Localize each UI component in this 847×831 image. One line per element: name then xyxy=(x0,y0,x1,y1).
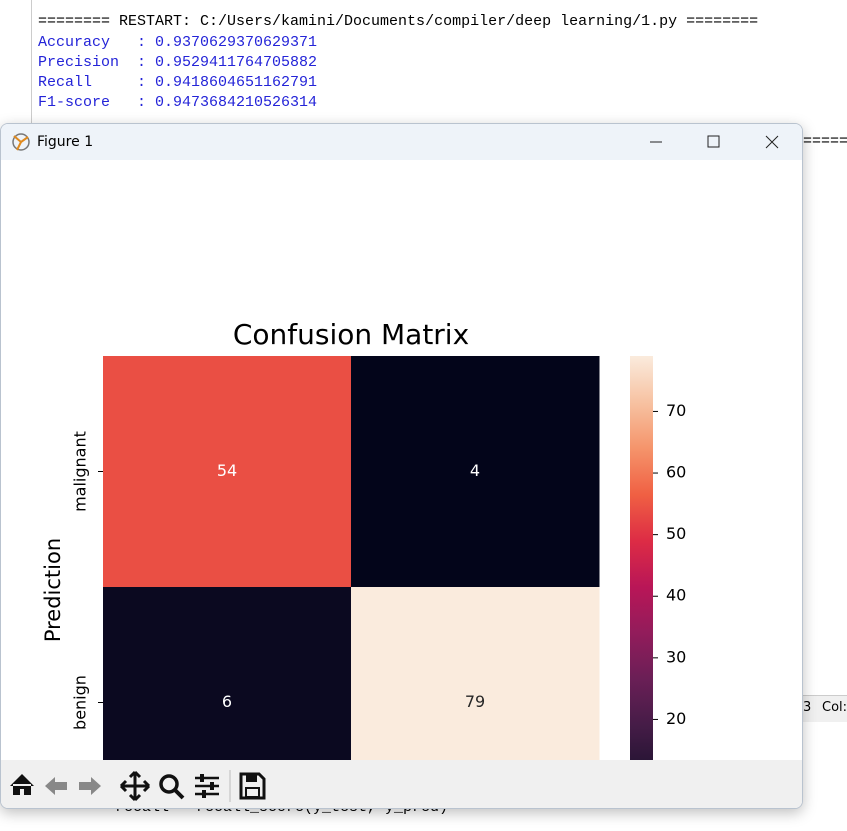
side-text: ===== xyxy=(803,133,847,150)
zoom-button[interactable] xyxy=(159,774,179,794)
forward-button[interactable] xyxy=(79,777,101,795)
figure-window: Figure 1 Confusion Matrix 54 4 6 79 malignant… xyxy=(0,123,803,809)
heatmap-cell xyxy=(351,356,600,588)
toolbar xyxy=(1,760,802,808)
chart-title: Confusion Matrix xyxy=(233,318,469,351)
cell-label: 54 xyxy=(217,461,237,480)
configure-button[interactable] xyxy=(195,776,219,796)
output-line: Accuracy : 0.9370629370629371 xyxy=(38,34,318,51)
heatmap-cell xyxy=(103,356,352,588)
status-col: Col: xyxy=(822,700,847,715)
restart-line: ======== RESTART: C:/Users/kamini/Docume… xyxy=(38,13,759,30)
toolbar-icons xyxy=(10,770,266,802)
window-title: Figure 1 xyxy=(37,134,94,150)
close-button[interactable] xyxy=(765,135,779,149)
save-button[interactable] xyxy=(239,772,266,800)
back-button[interactable] xyxy=(45,777,67,795)
colorbar-tick-label: 40 xyxy=(666,586,686,605)
app-icon xyxy=(12,133,30,151)
maximize-button[interactable] xyxy=(707,135,720,148)
cell-label: 79 xyxy=(465,692,485,711)
title-bar: Figure 1 xyxy=(1,124,802,160)
output-line: F1-score : 0.9473684210526314 xyxy=(38,94,318,111)
output-line: Recall : 0.9418604651162791 xyxy=(38,74,318,91)
y-tick-label: benign xyxy=(71,675,90,730)
colorbar-tick-label: 70 xyxy=(666,401,686,420)
colorbar-tick-label: 50 xyxy=(666,524,686,543)
colorbar-tick-label: 30 xyxy=(666,647,686,666)
figure: Confusion Matrix544679malignantbenignmal… xyxy=(41,318,686,760)
colorbar-tick-label: 60 xyxy=(666,463,686,482)
cell-label: 4 xyxy=(470,461,480,480)
home-button[interactable] xyxy=(10,774,34,795)
y-axis-title: Prediction xyxy=(41,538,65,642)
cell-label: 6 xyxy=(222,692,232,711)
colorbar xyxy=(630,356,653,760)
heatmap-cell xyxy=(351,587,600,760)
status-line: 3 xyxy=(803,700,812,715)
window-controls xyxy=(650,135,779,149)
colorbar-tick-label: 20 xyxy=(666,709,686,728)
y-tick-label: malignant xyxy=(71,431,90,512)
output-line: Precision : 0.9529411764705882 xyxy=(38,54,318,71)
heatmap-cell xyxy=(103,587,352,760)
pan-button[interactable] xyxy=(119,770,151,802)
